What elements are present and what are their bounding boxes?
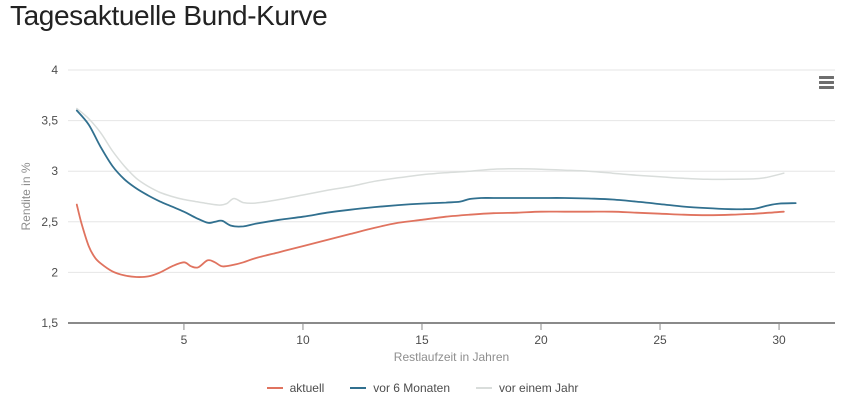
hamburger-icon bbox=[819, 75, 834, 89]
x-tick-label: 5 bbox=[181, 333, 188, 347]
legend-label: vor einem Jahr bbox=[499, 381, 579, 395]
y-tick-label: 1,5 bbox=[41, 316, 58, 330]
chart-title: Tagesaktuelle Bund-Kurve bbox=[10, 0, 328, 31]
legend-line-icon bbox=[350, 387, 367, 389]
x-tick-label: 30 bbox=[772, 333, 786, 347]
x-tick-label: 25 bbox=[653, 333, 667, 347]
plot-area: 4 3,5 3 2,5 2 1,5 5 10 15 20 25 30 Restlaufzeit in J… bbox=[19, 63, 835, 364]
legend-label: aktuell bbox=[289, 381, 325, 395]
legend-line-icon bbox=[266, 387, 283, 389]
y-tick-label: 4 bbox=[51, 63, 58, 77]
legend-label: vor 6 Monaten bbox=[373, 381, 451, 395]
legend-item-vor-6-monaten[interactable]: vor 6 Monaten bbox=[350, 381, 450, 395]
series-vor-einem-jahr[interactable] bbox=[76, 107, 785, 206]
x-tick-label: 15 bbox=[415, 333, 429, 347]
x-tick-label: 20 bbox=[534, 333, 548, 347]
chart-legend: aktuell vor 6 Monaten vor einem Jahr bbox=[0, 381, 845, 395]
y-axis-title: Rendite in % bbox=[19, 162, 33, 230]
chart-context-menu-button[interactable] bbox=[814, 73, 834, 91]
y-tick-label: 2 bbox=[51, 265, 58, 279]
y-tick-label: 3,5 bbox=[41, 114, 58, 128]
x-axis-title: Restlaufzeit in Jahren bbox=[394, 350, 509, 364]
y-tick-label: 2,5 bbox=[41, 215, 58, 229]
y-tick-label: 3 bbox=[51, 164, 58, 178]
legend-line-icon bbox=[476, 387, 493, 389]
legend-item-aktuell[interactable]: aktuell bbox=[266, 381, 325, 395]
series-aktuell[interactable] bbox=[75, 203, 785, 278]
legend-item-vor-einem-jahr[interactable]: vor einem Jahr bbox=[476, 381, 578, 395]
series-vor-6-monaten[interactable] bbox=[75, 109, 797, 228]
x-tick-label: 10 bbox=[296, 333, 310, 347]
